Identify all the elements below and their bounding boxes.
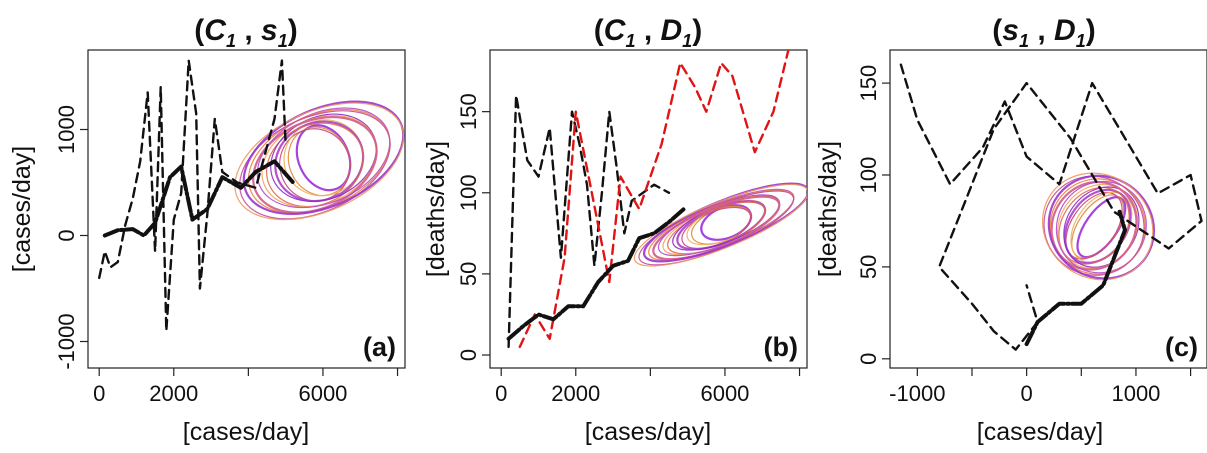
panel-c-xtick-label: 0 xyxy=(1021,381,1033,406)
panel-c-attractor-ring xyxy=(1050,180,1138,271)
panel-c-ytick-label: 0 xyxy=(856,353,881,365)
panel-a-attractor-ring xyxy=(239,110,391,220)
panel-b-frame xyxy=(489,49,808,369)
panel-b-ylabel: [deaths/day] xyxy=(422,141,450,277)
panel-b-xtick-label: 6000 xyxy=(700,381,749,406)
panel-c-ytick-label: 50 xyxy=(856,255,881,279)
panel-c-ytick-label: 150 xyxy=(856,65,881,102)
panel-a-xtick-label: 0 xyxy=(93,381,105,406)
panel-b-series-dashed-trajectory xyxy=(507,94,671,349)
panel-a-xlabel: [cases/day] xyxy=(183,418,309,446)
panel-a-frame xyxy=(87,49,406,369)
panel-b-axes: 0 2000 6000 0 50 100 150 xyxy=(456,93,801,406)
panel-b-attractor-ring xyxy=(633,183,807,267)
panel-c-ytick-label: 100 xyxy=(856,157,881,194)
panel-a-ytick-label: -1000 xyxy=(54,313,79,369)
panel-c-axes: -1000 0 1000 0 50 100 150 xyxy=(856,65,1192,406)
panel-b-title: (C1 , D1) xyxy=(594,14,702,51)
panel-a-attractor-ring xyxy=(252,115,378,214)
panel-c-series-dashed-trajectory xyxy=(899,63,1203,351)
panel-b-ytick-label: 100 xyxy=(456,174,481,211)
panel-a-ytick-label: 1000 xyxy=(54,105,79,154)
panel-b-series-red-dashed-trajectory xyxy=(518,50,790,349)
panel-a-attractor-ring xyxy=(265,122,364,208)
panel-a-title: (C1 , s1) xyxy=(194,14,297,51)
panel-b-xtick-label: 0 xyxy=(495,381,507,406)
panel-b-attractor-ring xyxy=(638,190,795,266)
panel-a-ytick-label: 0 xyxy=(54,229,79,241)
panel-c-attractor-ring xyxy=(1041,172,1154,281)
panel-c-xlabel: [cases/day] xyxy=(977,418,1103,446)
panel-b-label: (b) xyxy=(764,332,798,362)
panel-b-xtick-label: 2000 xyxy=(551,381,600,406)
panel-b-ytick-label: 50 xyxy=(456,262,481,286)
panel-b-plot-area xyxy=(506,50,807,349)
panel-a-label: (a) xyxy=(363,332,396,362)
panel-c-frame xyxy=(889,49,1207,369)
panel-c-xtick-label: -1000 xyxy=(889,381,945,406)
panel-b-series-bold-trajectory xyxy=(506,207,686,341)
panel-b-xlabel: [cases/day] xyxy=(585,418,711,446)
panel-b-ytick-label: 0 xyxy=(456,349,481,361)
panel-a-xtick-label: 2000 xyxy=(149,381,198,406)
panel-c-plot-area xyxy=(899,63,1203,351)
panel-a-xtick-label: 6000 xyxy=(298,381,347,406)
panel-a-attractor-ring xyxy=(279,128,351,202)
panel-c-title: (s1 , D1) xyxy=(992,14,1095,51)
panel-a-ylabel: [cases/day] xyxy=(8,146,36,272)
panel-a-attractor-ring xyxy=(256,107,391,209)
panel-a-series-bold-trajectory xyxy=(102,159,296,238)
panel-c-attractor-ring xyxy=(1043,175,1145,276)
panel-a-attractor-ring xyxy=(234,102,405,221)
panel-b-ytick-label: 150 xyxy=(456,93,481,130)
panel-c-xtick-label: 1000 xyxy=(1111,381,1160,406)
panel-c-label: (c) xyxy=(1165,332,1198,362)
panel-a-plot-area xyxy=(98,59,405,333)
panel-c-ylabel: [deaths/day] xyxy=(814,141,842,277)
panel-c-series-bold-trajectory xyxy=(1024,209,1127,347)
